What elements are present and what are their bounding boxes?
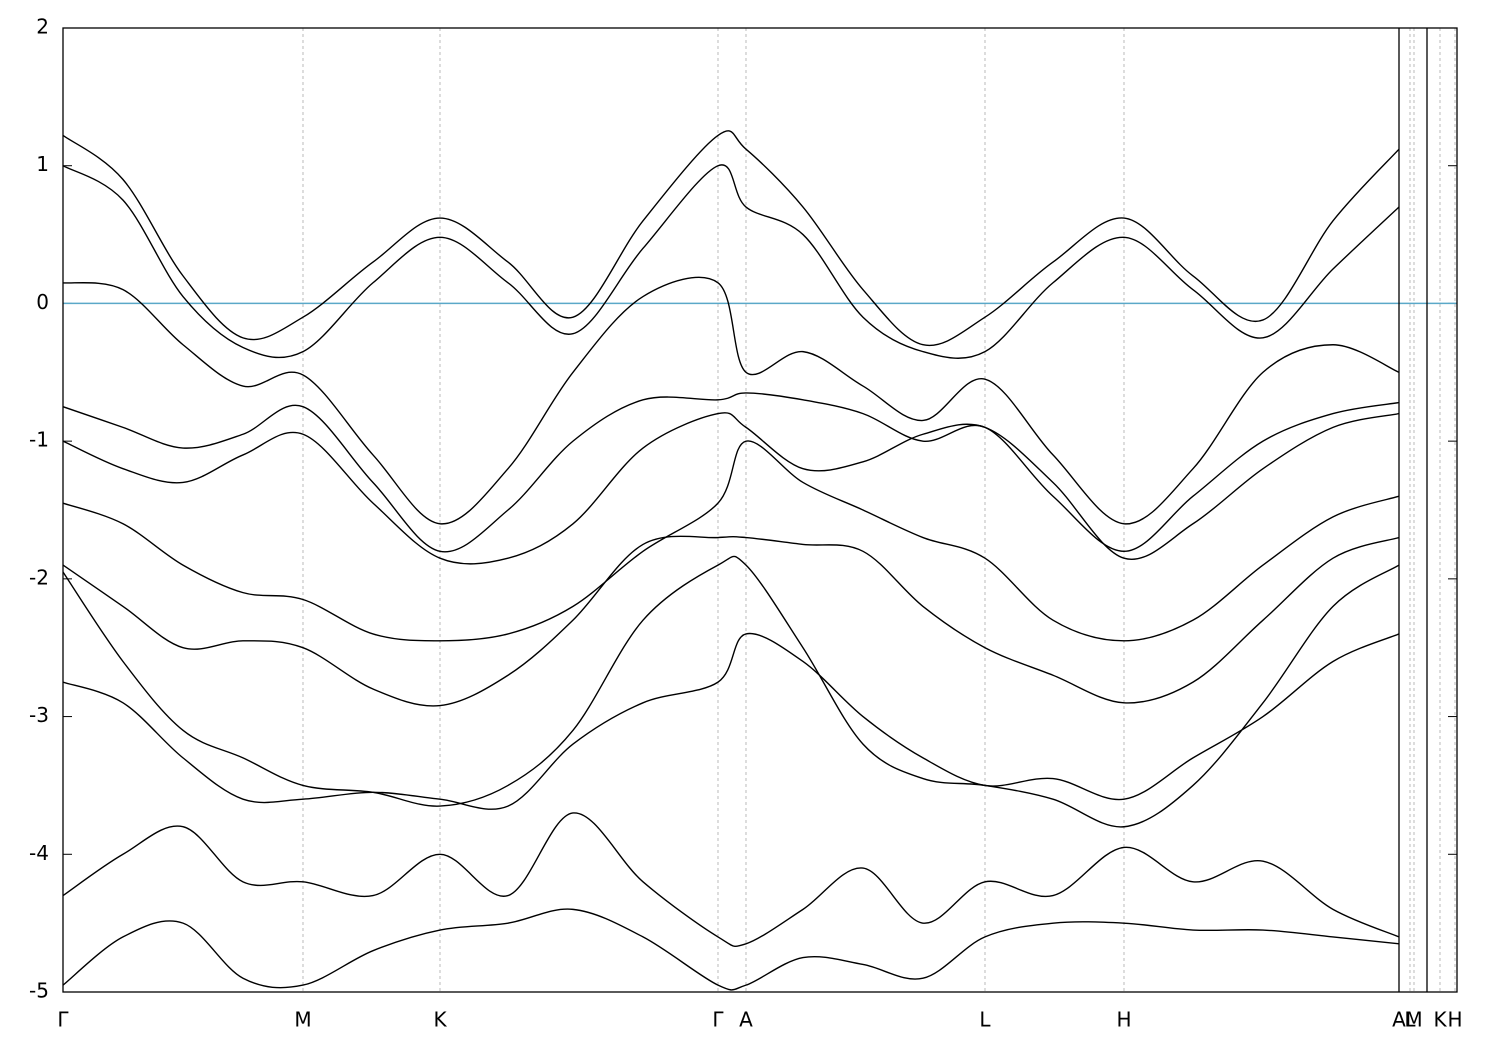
band bbox=[63, 276, 1400, 525]
y-tick-label: -1 bbox=[29, 428, 49, 452]
y-tick-label: 0 bbox=[36, 290, 49, 314]
x-tick-label: K bbox=[1433, 1008, 1447, 1032]
x-tick-label: L bbox=[1404, 1008, 1416, 1032]
band bbox=[63, 812, 1400, 948]
band bbox=[63, 164, 1400, 359]
y-tick-label: -4 bbox=[29, 841, 49, 865]
plot-frame bbox=[62, 27, 1458, 993]
y-tick-label: 1 bbox=[36, 152, 49, 176]
band bbox=[63, 632, 1400, 810]
x-tick-label: M bbox=[294, 1008, 311, 1032]
band bbox=[63, 555, 1400, 828]
band bbox=[63, 440, 1400, 642]
x-tick-label: M bbox=[1405, 1008, 1422, 1032]
y-tick-label: 2 bbox=[36, 15, 49, 39]
x-tick-label: L bbox=[979, 1008, 991, 1032]
band bbox=[63, 130, 1400, 347]
x-tick-label: A bbox=[739, 1008, 753, 1032]
y-tick-label: -2 bbox=[29, 565, 49, 589]
x-tick-label: Γ bbox=[57, 1008, 69, 1032]
x-tick-label: K bbox=[433, 1008, 447, 1032]
y-tick-label: -3 bbox=[29, 703, 49, 727]
x-tick-label: Γ bbox=[712, 1008, 724, 1032]
x-tick-label: H bbox=[1447, 1008, 1462, 1032]
band bbox=[63, 412, 1400, 565]
band bbox=[63, 535, 1400, 707]
x-tick-label: A bbox=[1392, 1008, 1406, 1032]
bands bbox=[63, 130, 1400, 991]
x-tick-label: H bbox=[1116, 1008, 1131, 1032]
y-tick-label: -5 bbox=[29, 979, 49, 1003]
band bbox=[63, 908, 1400, 991]
band bbox=[63, 392, 1400, 553]
